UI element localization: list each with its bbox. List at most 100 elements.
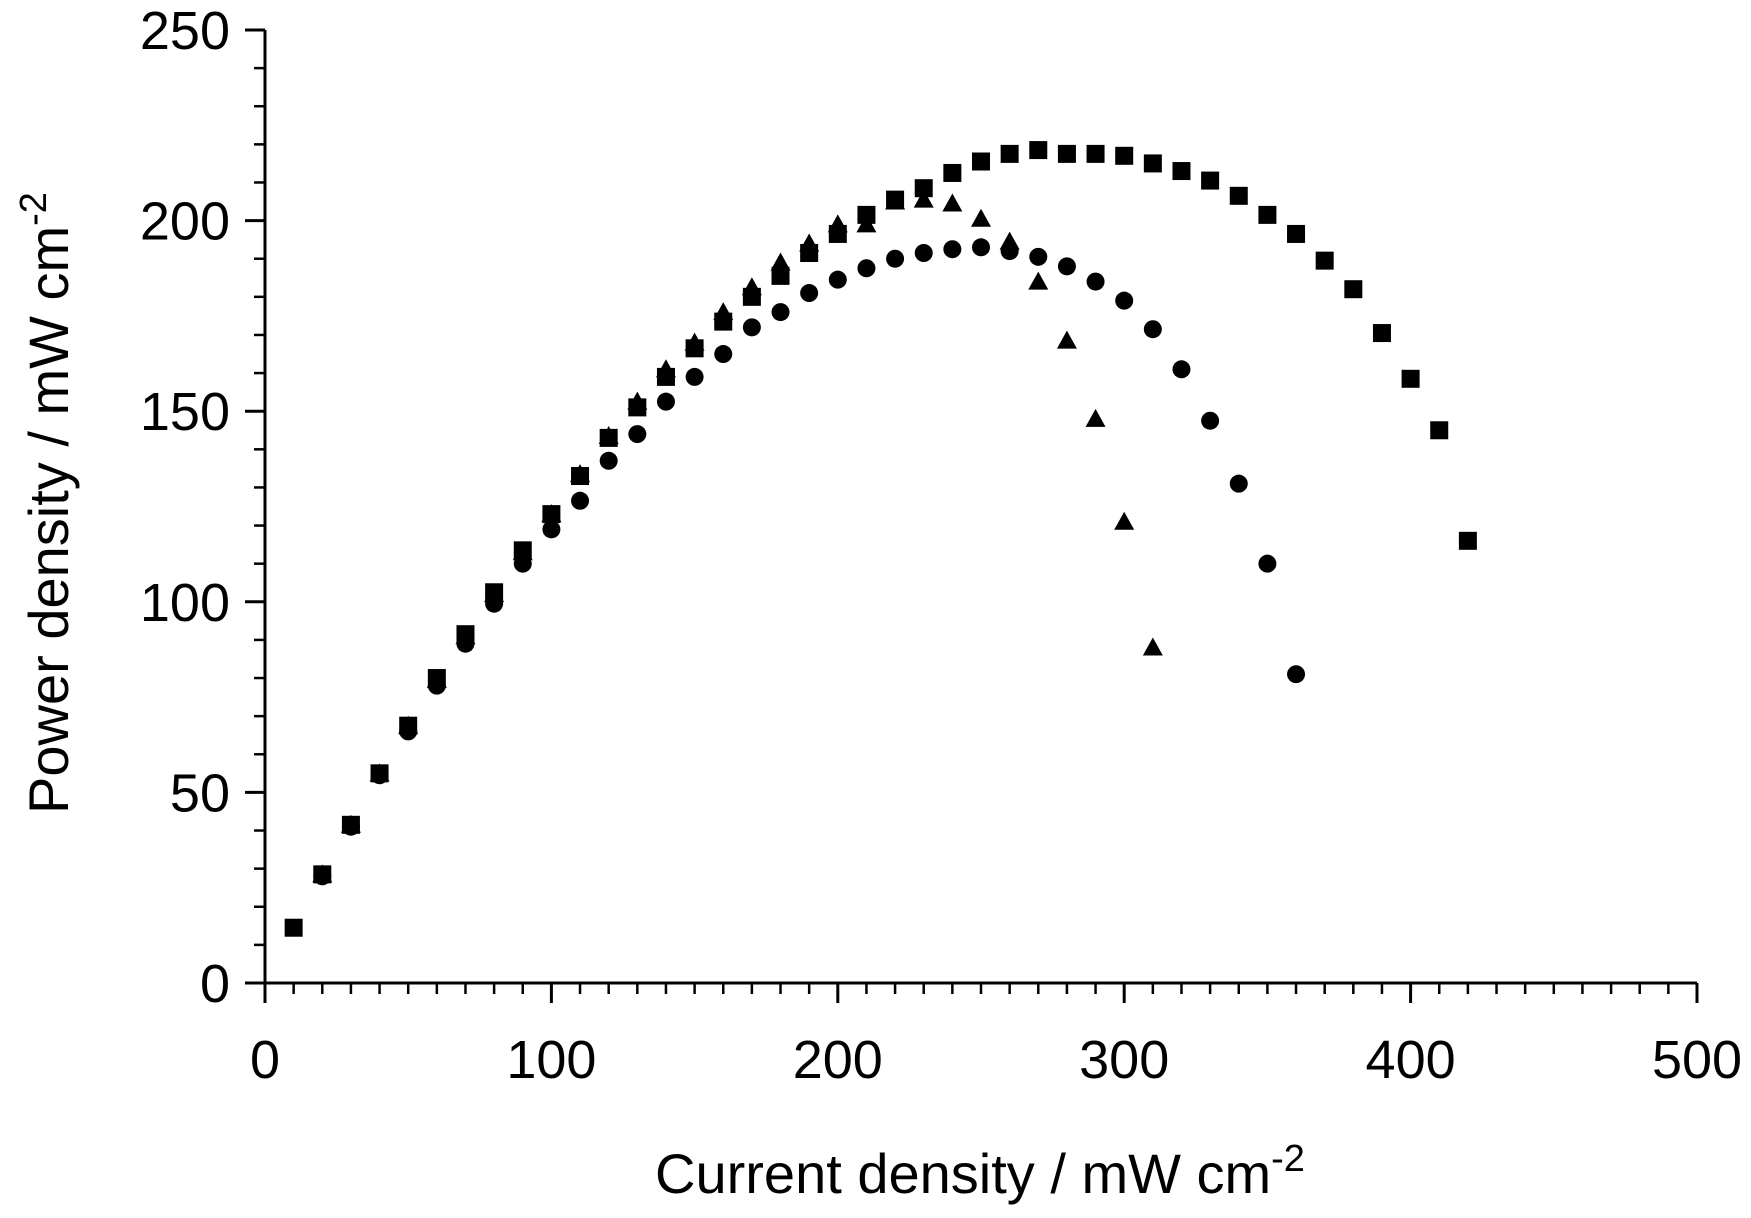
square-point [1458,531,1477,550]
circle-point [542,520,561,539]
circle-point [1143,320,1162,339]
square-point [972,152,990,171]
triangle-point [885,191,906,210]
y-tick-label: 100 [140,573,230,633]
triangle-point [856,214,877,233]
square-point [1029,141,1048,160]
y-tick-label: 0 [200,954,230,1014]
x-tick-label: 0 [250,1030,280,1090]
y-axis-title-superscript: -2 [13,192,55,226]
circle-point [1287,665,1306,684]
triangle-point [1114,511,1135,530]
circle-point [1258,554,1277,573]
triangle-point [913,189,934,208]
square-point [943,163,962,182]
data-marks [284,141,1477,937]
circle-series [313,238,1306,886]
y-tick-label: 50 [170,763,230,823]
square-point [1344,280,1363,299]
triangle-point [799,233,820,252]
triangle-point [741,277,762,296]
circle-point [571,491,590,510]
circle-point [1115,291,1134,310]
axis-titles: Current density / mW cm-2 Power density … [13,192,1305,1205]
circle-point [1029,247,1048,266]
square-point [1172,162,1191,181]
x-tick-label: 400 [1366,1030,1456,1090]
circle-point [857,259,876,278]
circle-point [886,249,905,268]
y-axis-title: Power density / mW cm-2 [13,192,80,814]
triangle-point [541,504,562,523]
square-point [1315,251,1334,270]
circle-point [656,392,675,411]
square-series [284,141,1477,937]
x-tick-label: 500 [1652,1030,1742,1090]
square-point [771,266,790,285]
circle-point [771,303,790,322]
circle-point [714,345,733,364]
triangle-point [570,464,591,483]
triangle-point [1085,408,1106,427]
circle-point [1201,411,1220,430]
square-point [1143,154,1162,173]
circle-point [427,676,446,695]
triangle-point [1142,637,1163,656]
triangle-point [627,391,648,410]
square-point [914,179,933,198]
circle-point [828,270,847,289]
x-tick-label: 300 [1079,1030,1169,1090]
circle-point [399,722,418,741]
axes: 0 100 200 300 400 500 0 50 100 150 200 250 [140,1,1742,1090]
triangle-point [770,252,791,271]
circle-point [1086,272,1105,291]
square-point [1229,186,1248,205]
circle-point [1000,242,1019,261]
circle-point [485,594,504,613]
square-point [1086,144,1105,163]
circle-point [628,425,647,444]
triangle-point [684,332,705,351]
circle-point [313,867,332,886]
square-point [1430,421,1449,440]
circle-point [800,284,819,303]
x-tick-label: 100 [506,1030,596,1090]
x-axis-title-superscript: -2 [1271,1138,1305,1180]
x-axis-title: Current density / mW cm-2 [655,1138,1305,1205]
circle-point [914,244,933,263]
triangle-point [598,425,619,444]
y-tick-label: 200 [140,192,230,252]
square-point [1287,224,1306,243]
triangle-point [827,214,848,233]
circle-point [1172,360,1191,379]
circle-point [456,634,475,653]
triangle-series [312,189,1163,883]
triangle-point [512,542,533,561]
square-point [1115,146,1134,165]
square-point [1057,144,1076,163]
square-point [284,918,303,937]
square-point [1401,369,1420,388]
square-point [1201,171,1220,190]
circle-point [513,554,532,573]
circle-point [685,367,704,386]
triangle-point [713,302,734,321]
circle-point [972,238,990,257]
circle-point [742,318,761,337]
triangle-point [1028,271,1049,290]
circle-point [599,451,618,470]
square-point [1000,144,1019,163]
y-tick-label: 150 [140,382,230,442]
triangle-point [971,208,991,227]
triangle-point [942,193,963,212]
y-tick-label: 250 [140,1,230,61]
triangle-point [1056,330,1077,349]
triangle-point [655,359,676,378]
circle-point [370,766,389,785]
circle-point [1229,474,1248,493]
x-tick-label: 200 [793,1030,883,1090]
circle-point [943,240,962,259]
square-point [1372,324,1391,343]
